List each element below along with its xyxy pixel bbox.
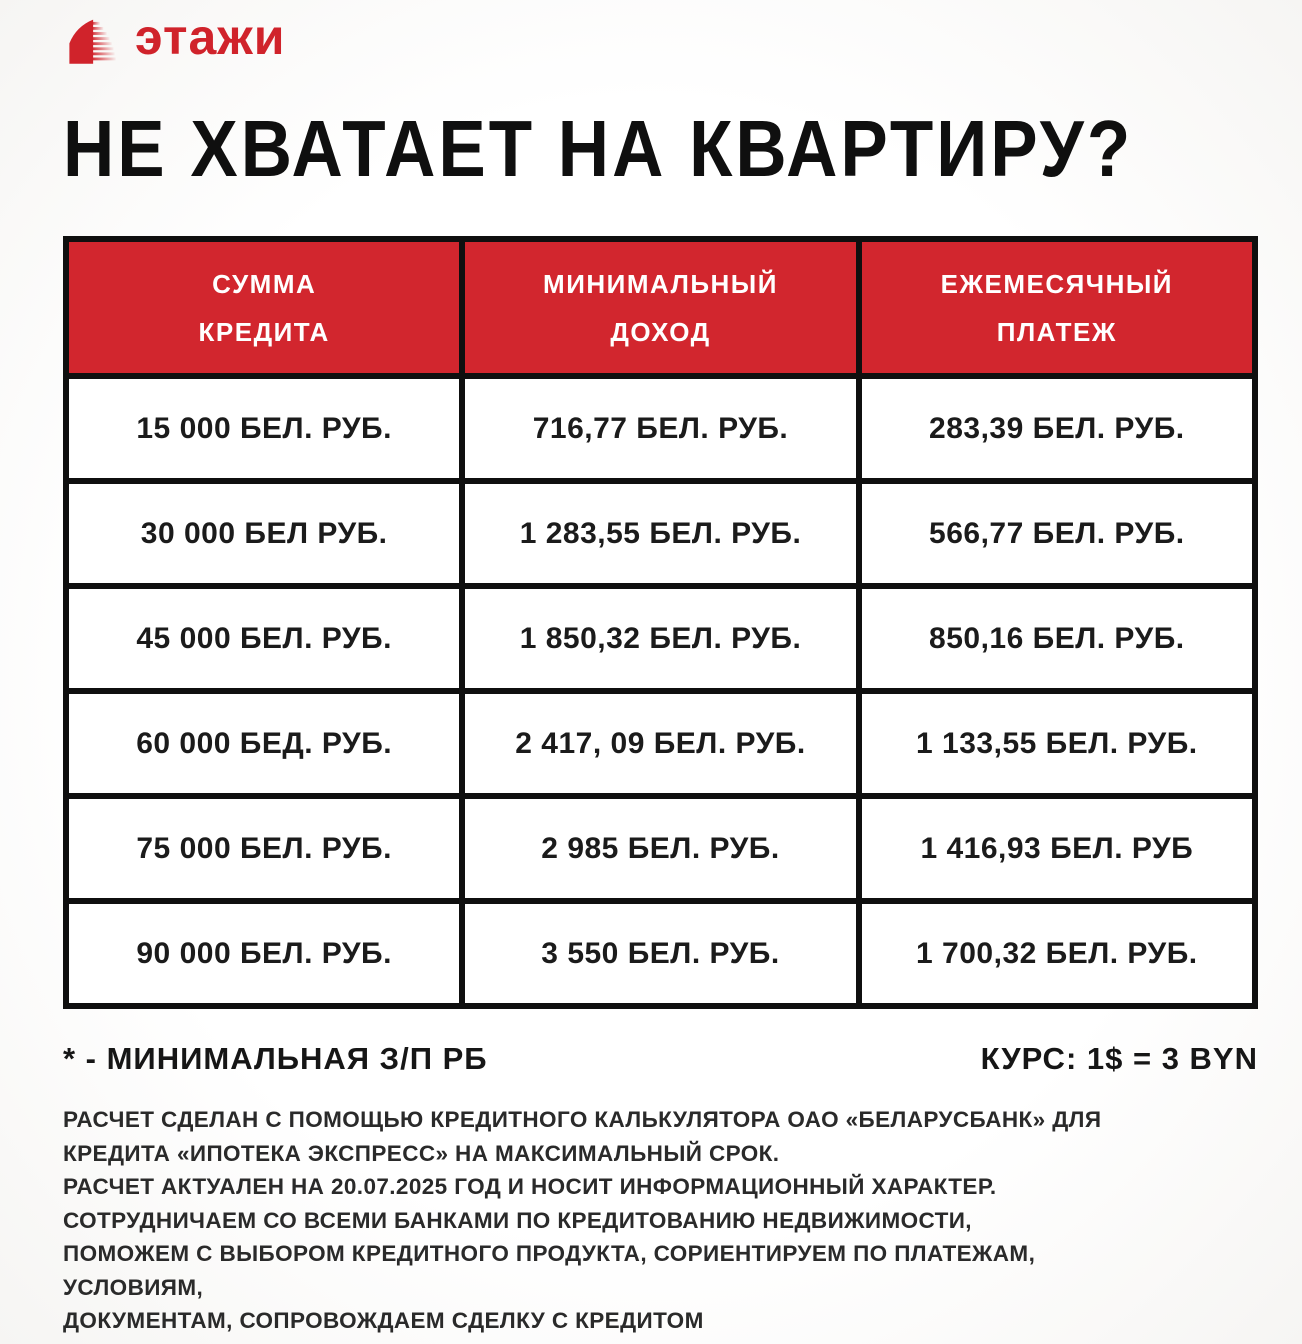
footnote-min-salary: * - МИНИМАЛЬНАЯ З/П РБ bbox=[63, 1041, 488, 1076]
cell-min-income: 2 985 БЕЛ. РУБ. bbox=[459, 793, 862, 904]
cell-credit-sum: 75 000 БЕЛ. РУБ. bbox=[62, 793, 466, 904]
table-row: 75 000 БЕЛ. РУБ. 2 985 БЕЛ. РУБ. 1 416,9… bbox=[62, 793, 1259, 904]
cell-monthly-payment: 283,39 БЕЛ. РУБ. bbox=[855, 373, 1259, 484]
header-line: ПЛАТЕЖ bbox=[996, 316, 1117, 347]
page-title: НЕ ХВАТАЕТ НА КВАРТИРУ? bbox=[63, 105, 1134, 194]
cell-credit-sum: 60 000 БЕД. РУБ. bbox=[62, 688, 466, 799]
header-row: СУММА КРЕДИТА МИНИМАЛЬНЫЙ ДОХОД ЕЖЕМЕСЯЧ… bbox=[62, 236, 1259, 379]
table-row: 30 000 БЕЛ РУБ. 1 283,55 БЕЛ. РУБ. 566,7… bbox=[62, 478, 1259, 589]
cell-min-income: 2 417, 09 БЕЛ. РУБ. bbox=[459, 688, 862, 799]
header-line: МИНИМАЛЬНЫЙ bbox=[543, 268, 778, 299]
header-cell-min-income: МИНИМАЛЬНЫЙ ДОХОД bbox=[459, 236, 862, 379]
cell-monthly-payment: 566,77 БЕЛ. РУБ. bbox=[855, 478, 1259, 589]
cell-min-income: 716,77 БЕЛ. РУБ. bbox=[459, 373, 862, 484]
disclaimer-line: КРЕДИТА «ИПОТЕКА ЭКСПРЕСС» НА МАКСИМАЛЬН… bbox=[63, 1140, 780, 1166]
header-line: КРЕДИТА bbox=[198, 316, 330, 347]
cell-min-income: 1 283,55 БЕЛ. РУБ. bbox=[459, 478, 862, 589]
table-row: 45 000 БЕЛ. РУБ. 1 850,32 БЕЛ. РУБ. 850,… bbox=[62, 583, 1259, 694]
brand-logo-text: этажи bbox=[135, 9, 286, 65]
footnote-row: * - МИНИМАЛЬНАЯ З/П РБ КУРС: 1$ = 3 BYN bbox=[63, 1041, 1258, 1077]
disclaimer-line: РАСЧЕТ АКТУАЛЕН НА 20.07.2025 ГОД И НОСИ… bbox=[63, 1174, 997, 1199]
cell-min-income: 3 550 БЕЛ. РУБ. bbox=[459, 898, 862, 1009]
cell-monthly-payment: 1 416,93 БЕЛ. РУБ bbox=[855, 793, 1259, 904]
cell-credit-sum: 15 000 БЕЛ. РУБ. bbox=[62, 373, 466, 484]
footnote-exchange-rate: КУРС: 1$ = 3 BYN bbox=[980, 1041, 1258, 1076]
cell-monthly-payment: 850,16 БЕЛ. РУБ. bbox=[855, 583, 1259, 694]
disclaimer-line: ДОКУМЕНТАМ, СОПРОВОЖДАЕМ СДЕЛКУ С КРЕДИТ… bbox=[63, 1308, 704, 1333]
credit-table-header: СУММА КРЕДИТА МИНИМАЛЬНЫЙ ДОХОД ЕЖЕМЕСЯЧ… bbox=[62, 236, 1259, 379]
disclaimer-line: ПОМОЖЕМ С ВЫБОРОМ КРЕДИТНОГО ПРОДУКТА, С… bbox=[63, 1241, 1036, 1266]
credit-table-body: 15 000 БЕЛ. РУБ. 716,77 БЕЛ. РУБ. 283,39… bbox=[62, 373, 1259, 1009]
table-row: 90 000 БЕЛ. РУБ. 3 550 БЕЛ. РУБ. 1 700,3… bbox=[62, 898, 1259, 1009]
brand-logo: этажи bbox=[63, 9, 1258, 68]
disclaimer-line: РАСЧЕТ СДЕЛАН С ПОМОЩЬЮ КРЕДИТНОГО КАЛЬК… bbox=[63, 1107, 1102, 1132]
disclaimer-line: СОТРУДНИЧАЕМ СО ВСЕМИ БАНКАМИ ПО КРЕДИТО… bbox=[63, 1207, 972, 1233]
header-line: ДОХОД bbox=[610, 316, 711, 347]
cell-monthly-payment: 1 133,55 БЕЛ. РУБ. bbox=[855, 688, 1259, 799]
disclaimer-line: УСЛОВИЯМ, bbox=[63, 1274, 204, 1300]
header-cell-credit-sum: СУММА КРЕДИТА bbox=[62, 236, 466, 379]
disclaimer-block: РАСЧЕТ СДЕЛАН С ПОМОЩЬЮ КРЕДИТНОГО КАЛЬК… bbox=[63, 1103, 1258, 1338]
cell-credit-sum: 30 000 БЕЛ РУБ. bbox=[62, 478, 466, 589]
cell-min-income: 1 850,32 БЕЛ. РУБ. bbox=[459, 583, 862, 694]
header-cell-monthly-payment: ЕЖЕМЕСЯЧНЫЙ ПЛАТЕЖ bbox=[855, 236, 1259, 379]
cell-monthly-payment: 1 700,32 БЕЛ. РУБ. bbox=[855, 898, 1259, 1009]
credit-table: СУММА КРЕДИТА МИНИМАЛЬНЫЙ ДОХОД ЕЖЕМЕСЯЧ… bbox=[62, 236, 1259, 1009]
header-line: ЕЖЕМЕСЯЧНЫЙ bbox=[940, 268, 1173, 299]
table-row: 60 000 БЕД. РУБ. 2 417, 09 БЕЛ. РУБ. 1 1… bbox=[62, 688, 1259, 799]
cell-credit-sum: 90 000 БЕЛ. РУБ. bbox=[62, 898, 466, 1009]
table-row: 15 000 БЕЛ. РУБ. 716,77 БЕЛ. РУБ. 283,39… bbox=[62, 373, 1259, 484]
cell-credit-sum: 45 000 БЕЛ. РУБ. bbox=[62, 583, 466, 694]
etazhi-building-icon bbox=[69, 19, 116, 64]
header-line: СУММА bbox=[212, 268, 317, 299]
